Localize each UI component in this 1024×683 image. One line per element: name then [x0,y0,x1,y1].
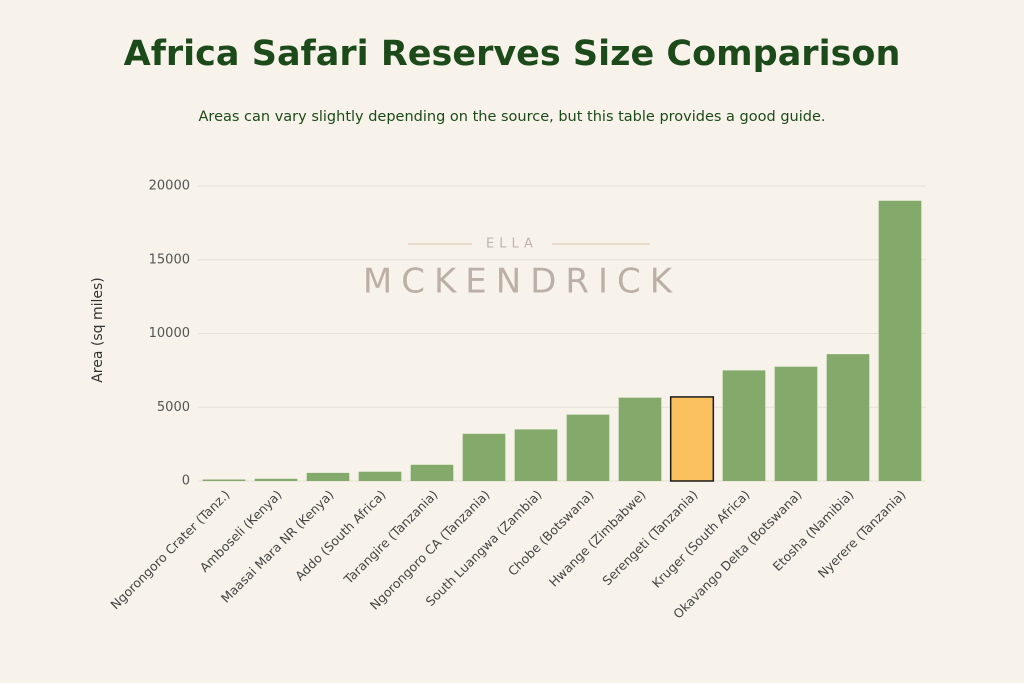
bar [254,478,298,481]
y-tick-label: 0 [182,474,190,489]
bar [878,200,922,481]
chart-subtitle: Areas can vary slightly depending on the… [199,109,826,125]
bar [618,397,662,481]
bar [202,479,246,481]
bar [462,433,506,481]
bar [669,396,715,482]
watermark-bottom: MCKENDRICK [363,262,681,302]
bar [566,414,610,481]
chart-title: Africa Safari Reserves Size Comparison [124,34,901,74]
bar [826,354,870,481]
bar [722,370,766,481]
watermark-top: ELLA [486,237,538,252]
bar [774,366,818,481]
bar [410,464,454,481]
bar [514,429,558,481]
y-axis-label: Area (sq miles) [90,277,106,383]
watermark: ELLA MCKENDRICK [363,237,681,302]
y-tick-label: 5000 [157,400,190,415]
y-tick-label: 20000 [149,179,190,194]
bar [358,471,402,481]
bar [306,472,350,481]
y-tick-label: 10000 [149,326,190,341]
y-tick-label: 15000 [149,252,190,267]
